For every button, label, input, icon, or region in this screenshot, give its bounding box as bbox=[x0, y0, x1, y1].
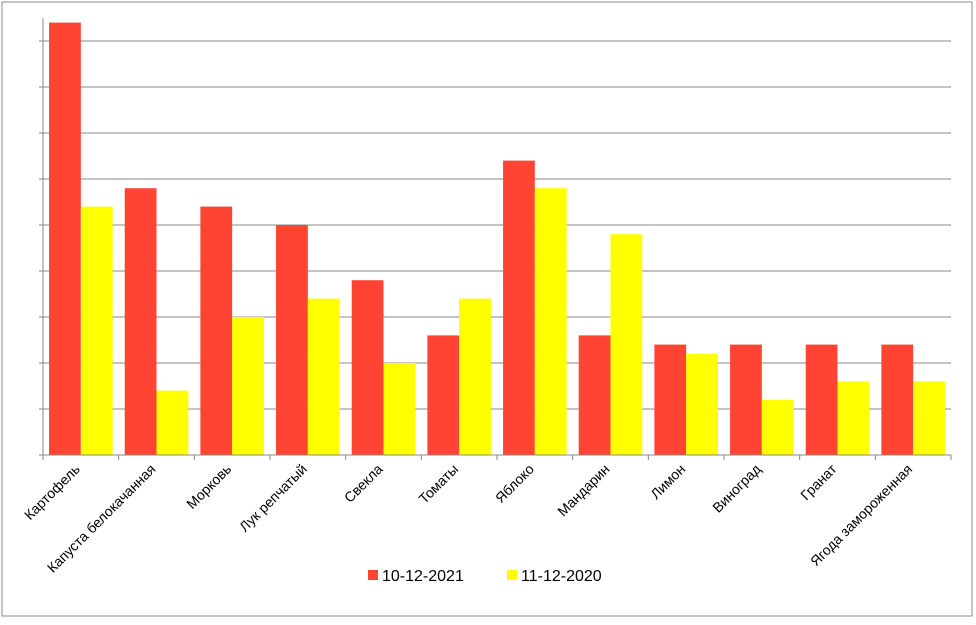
legend-label: 10-12-2021 bbox=[382, 568, 464, 585]
bar bbox=[805, 344, 838, 455]
bar bbox=[49, 22, 81, 455]
bar bbox=[534, 188, 567, 455]
bar bbox=[730, 344, 762, 455]
bar bbox=[459, 298, 491, 455]
bar bbox=[761, 399, 794, 455]
bar bbox=[383, 363, 416, 455]
legend-label: 11-12-2020 bbox=[521, 568, 602, 585]
bar bbox=[124, 188, 157, 455]
bar bbox=[913, 381, 945, 455]
bar bbox=[610, 234, 643, 455]
bar bbox=[686, 353, 718, 455]
bar bbox=[654, 344, 687, 455]
bar bbox=[351, 280, 384, 455]
legend-swatch bbox=[368, 570, 378, 580]
bar bbox=[232, 317, 264, 455]
bar bbox=[427, 335, 460, 455]
bar bbox=[200, 206, 233, 455]
bar bbox=[881, 344, 914, 455]
bar bbox=[307, 298, 340, 455]
bar bbox=[578, 335, 611, 455]
bar bbox=[276, 225, 308, 455]
bar bbox=[503, 160, 535, 455]
bar bbox=[837, 381, 870, 455]
bar bbox=[156, 390, 189, 455]
bar bbox=[80, 206, 113, 455]
legend-swatch bbox=[507, 570, 517, 580]
